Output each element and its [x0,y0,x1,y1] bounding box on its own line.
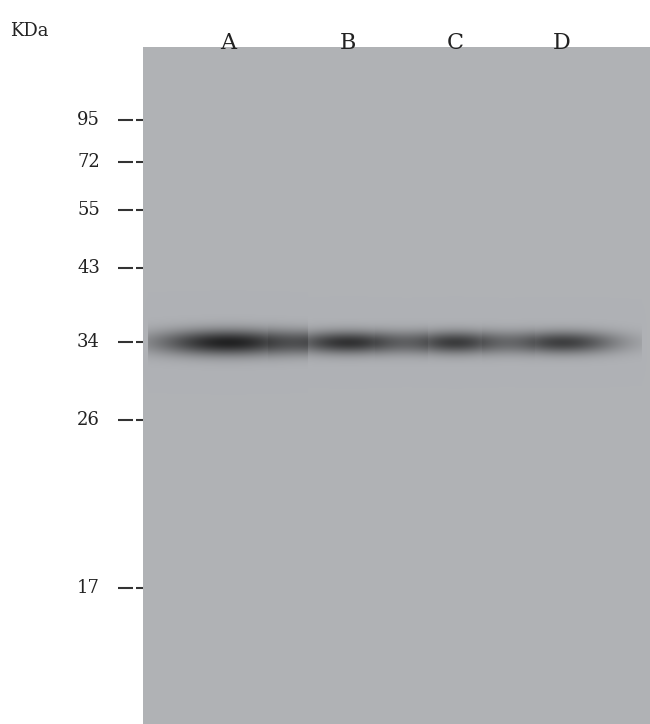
Text: C: C [447,32,463,54]
Text: 95: 95 [77,111,100,129]
Text: D: D [553,32,571,54]
Text: 43: 43 [77,259,100,277]
Text: KDa: KDa [10,22,49,40]
Text: 34: 34 [77,333,100,351]
Text: 26: 26 [77,411,100,429]
Text: 17: 17 [77,579,100,597]
Text: 72: 72 [77,153,100,171]
Text: 55: 55 [77,201,100,219]
Text: A: A [220,32,236,54]
Text: B: B [340,32,356,54]
